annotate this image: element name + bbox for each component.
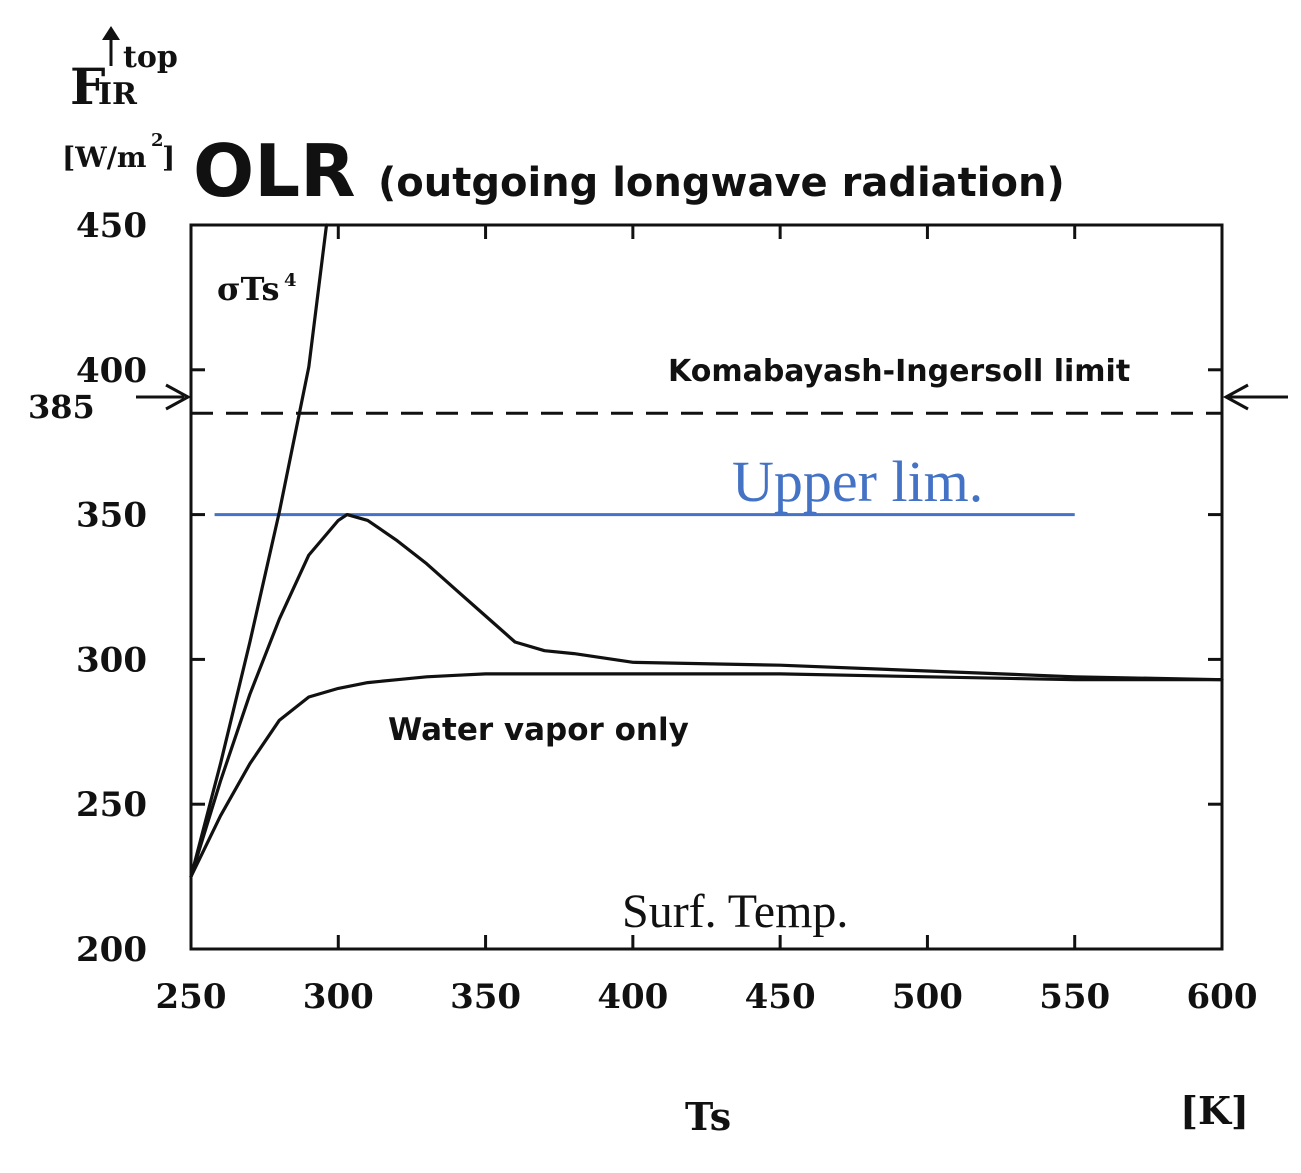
x-tick-label-6: 550 <box>1039 977 1110 1017</box>
arrow-right-icon <box>136 383 192 411</box>
x-axis-label: Ts <box>685 1094 731 1139</box>
x-tick-label-0: 250 <box>156 977 227 1017</box>
x-axis-units: [K] <box>1180 1088 1249 1133</box>
series-group <box>189 223 1224 879</box>
y-tick-label-2: 300 <box>76 640 147 680</box>
plot-frame <box>189 223 1224 951</box>
series-label-sigma-ts4: σTs <box>217 270 279 308</box>
series-line-2 <box>189 672 1224 879</box>
x-tick-label-2: 350 <box>450 977 521 1017</box>
y-axis-label-main: F <box>70 57 106 116</box>
y-axis-units-sup: 2 <box>151 130 164 151</box>
x-tick-label-1: 300 <box>303 977 374 1017</box>
y-tick-labels: 200 250 300 350 400 450 <box>76 206 147 970</box>
y-tick-label-0: 200 <box>76 930 147 970</box>
x-tick-label-4: 450 <box>745 977 816 1017</box>
reference-lines <box>191 411 1222 517</box>
chart-title: OLR <box>193 129 356 213</box>
x-tick-label-7: 600 <box>1187 977 1258 1017</box>
y-axis-up-arrow-icon <box>102 26 120 66</box>
ref-label-upper-lim: Upper lim. <box>732 449 983 514</box>
y-tick-label-5: 450 <box>76 206 147 246</box>
x-tick-labels: 250 300 350 400 450 500 550 600 <box>156 977 1258 1017</box>
series-line-0 <box>189 223 329 879</box>
y-axis-label-sup: top <box>123 40 178 75</box>
series-label-water-vapor: Water vapor only <box>388 712 689 748</box>
arrow-left-icon <box>1222 383 1288 411</box>
y-axis-units: [W/m <box>62 141 147 174</box>
y-axis-label: F IR top [W/m 2 ] <box>62 26 178 174</box>
y-tick-label-4: 400 <box>76 351 147 391</box>
x-tick-label-5: 500 <box>892 977 963 1017</box>
x-tick-label-3: 400 <box>597 977 668 1017</box>
ref-value-385: 385 <box>28 388 95 426</box>
ref-label-komabayashi: Komabayash-Ingersoll limit <box>668 354 1130 389</box>
chart-subtitle: (outgoing longwave radiation) <box>378 160 1065 206</box>
series-line-1 <box>189 512 1224 879</box>
y-tick-label-3: 350 <box>76 496 147 536</box>
y-tick-label-1: 250 <box>76 785 147 825</box>
y-axis-label-sub: IR <box>98 77 138 112</box>
y-axis-units-close: ] <box>162 141 175 174</box>
annotation-surf-temp: Surf. Temp. <box>622 885 848 938</box>
series-label-sigma-ts4-sup: 4 <box>284 270 297 291</box>
axis-ticks <box>189 223 1224 951</box>
